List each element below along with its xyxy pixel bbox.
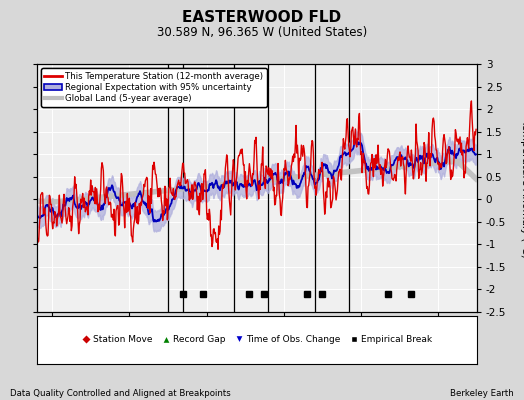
Text: EASTERWOOD FLD: EASTERWOOD FLD [182,10,342,25]
Text: Berkeley Earth: Berkeley Earth [450,389,514,398]
Text: 30.589 N, 96.365 W (United States): 30.589 N, 96.365 W (United States) [157,26,367,39]
Legend: Station Move, Record Gap, Time of Obs. Change, Empirical Break: Station Move, Record Gap, Time of Obs. C… [78,332,436,348]
Text: Data Quality Controlled and Aligned at Breakpoints: Data Quality Controlled and Aligned at B… [10,389,231,398]
Y-axis label: Temperature Anomaly (°C): Temperature Anomaly (°C) [520,118,524,258]
Legend: This Temperature Station (12-month average), Regional Expectation with 95% uncer: This Temperature Station (12-month avera… [41,68,267,106]
